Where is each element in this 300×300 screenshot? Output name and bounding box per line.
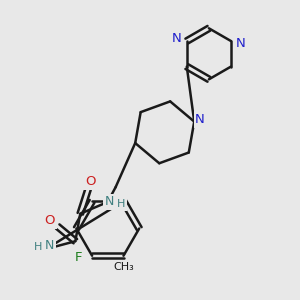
- Text: N: N: [105, 196, 114, 208]
- Text: O: O: [85, 175, 95, 188]
- Text: O: O: [45, 214, 55, 227]
- Text: N: N: [45, 238, 55, 252]
- Text: H: H: [117, 199, 126, 209]
- Text: N: N: [172, 32, 182, 45]
- Text: H: H: [34, 242, 42, 252]
- Text: F: F: [75, 251, 82, 264]
- Text: N: N: [236, 38, 246, 50]
- Text: CH₃: CH₃: [113, 262, 134, 272]
- Text: N: N: [195, 113, 205, 126]
